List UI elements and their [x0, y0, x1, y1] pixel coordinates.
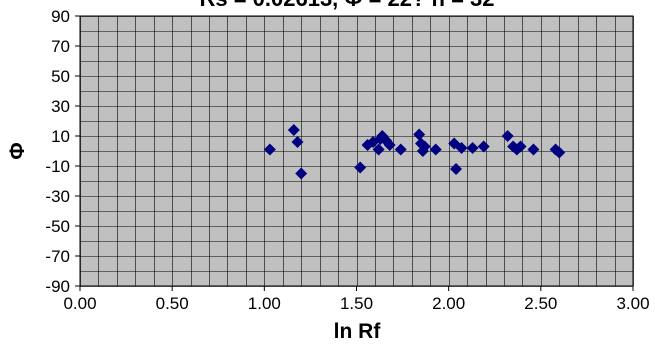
- data-point: [372, 143, 385, 156]
- data-point: [514, 140, 527, 153]
- data-points: [263, 124, 566, 180]
- data-point: [466, 142, 479, 154]
- data-point: [287, 124, 300, 136]
- data-point: [527, 143, 540, 156]
- y-axis-title: Φ: [6, 142, 29, 159]
- data-point: [413, 128, 426, 141]
- y-tick-label: 90: [51, 7, 70, 26]
- data-point: [354, 161, 367, 174]
- data-point: [450, 163, 463, 175]
- y-tick-label: -50: [45, 217, 70, 236]
- chart-title: Rs = 0.02613, Φ = 22? n = 32: [199, 0, 494, 11]
- x-tick-label: 2.50: [524, 294, 557, 313]
- y-tick-label: 70: [51, 37, 70, 56]
- data-point: [394, 143, 407, 156]
- plot-background: [79, 15, 634, 287]
- x-tick-label: 3.00: [616, 294, 649, 313]
- x-tick-label: 0.00: [63, 294, 96, 313]
- y-tick-label: -10: [45, 157, 70, 176]
- data-point: [455, 142, 468, 154]
- data-point: [501, 130, 514, 142]
- y-tick-label: -30: [45, 187, 70, 206]
- x-axis-title: ln Rf: [334, 320, 382, 343]
- x-axis-ticks: 0.00 0.50 1.00 1.50 2.00 2.50 3.00: [63, 286, 650, 313]
- y-axis-ticks: 90 70 50 30 10 -10 -30 -50 -70 -90: [45, 7, 80, 296]
- data-point: [477, 140, 490, 153]
- data-point: [429, 143, 442, 156]
- y-tick-label: 50: [51, 67, 70, 86]
- data-point: [291, 136, 304, 148]
- y-tick-label: 30: [51, 97, 70, 116]
- plot-area: [79, 15, 634, 287]
- data-point: [295, 167, 308, 180]
- data-point: [383, 139, 396, 151]
- x-tick-label: 0.50: [156, 294, 189, 313]
- x-tick-label: 1.50: [340, 294, 373, 313]
- data-point: [263, 143, 276, 156]
- y-tick-label: -90: [45, 277, 70, 296]
- data-point: [418, 140, 431, 153]
- y-tick-label: 10: [51, 127, 70, 146]
- grid-lines: [80, 16, 634, 287]
- data-point: [553, 146, 566, 159]
- x-tick-label: 2.00: [432, 294, 465, 313]
- x-tick-label: 1.00: [248, 294, 281, 313]
- y-tick-label: -70: [45, 247, 70, 266]
